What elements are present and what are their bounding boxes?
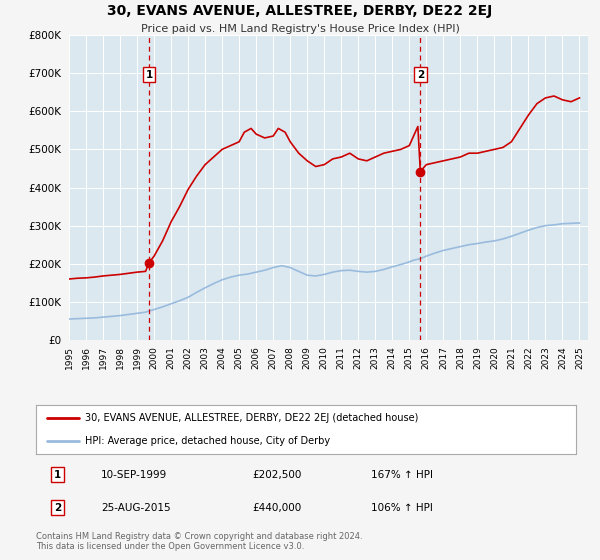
Text: 106% ↑ HPI: 106% ↑ HPI [371,502,433,512]
Text: 2: 2 [54,502,61,512]
Text: 30, EVANS AVENUE, ALLESTREE, DERBY, DE22 2EJ (detached house): 30, EVANS AVENUE, ALLESTREE, DERBY, DE22… [85,413,418,423]
Text: HPI: Average price, detached house, City of Derby: HPI: Average price, detached house, City… [85,436,330,446]
Text: 1: 1 [54,469,61,479]
Text: 10-SEP-1999: 10-SEP-1999 [101,469,167,479]
Text: £202,500: £202,500 [252,469,301,479]
Text: £440,000: £440,000 [252,502,301,512]
Text: 167% ↑ HPI: 167% ↑ HPI [371,469,433,479]
Text: 2: 2 [417,69,424,80]
Text: 1: 1 [145,69,152,80]
Text: 30, EVANS AVENUE, ALLESTREE, DERBY, DE22 2EJ: 30, EVANS AVENUE, ALLESTREE, DERBY, DE22… [107,4,493,18]
Text: Price paid vs. HM Land Registry's House Price Index (HPI): Price paid vs. HM Land Registry's House … [140,24,460,34]
Text: 25-AUG-2015: 25-AUG-2015 [101,502,170,512]
Text: Contains HM Land Registry data © Crown copyright and database right 2024.
This d: Contains HM Land Registry data © Crown c… [36,532,362,552]
